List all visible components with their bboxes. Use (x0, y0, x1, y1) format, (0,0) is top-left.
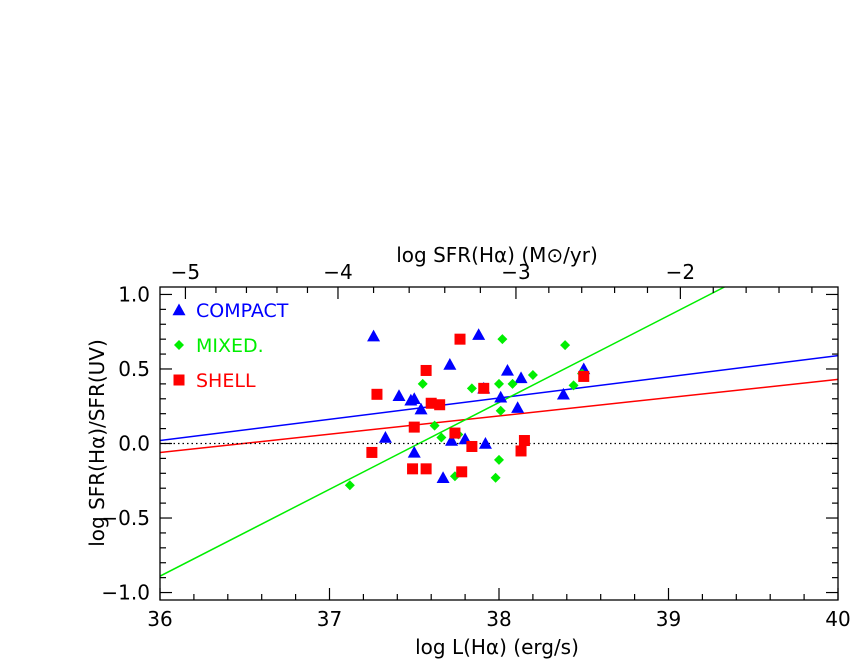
data-point-shell (371, 388, 383, 400)
y-tick-label: 0.5 (118, 357, 150, 381)
data-point-shell (515, 445, 527, 457)
data-point-mixed (490, 472, 501, 483)
fit-lines (160, 287, 838, 577)
data-point-shell (466, 440, 478, 452)
legend-marker-shell (173, 374, 185, 386)
x-tick-label: 36 (147, 607, 172, 631)
data-point-mixed (507, 378, 518, 389)
data-point-compact (556, 387, 570, 400)
data-point-shell (518, 435, 530, 447)
legend-label-mixed: MIXED. (196, 335, 264, 357)
data-point-mixed (494, 454, 504, 465)
data-point-compact (511, 401, 525, 413)
data-point-mixed (466, 383, 477, 394)
legend-marker-compact (172, 303, 186, 316)
y-tick-label: 0.0 (118, 432, 150, 456)
data-point-shell (449, 427, 461, 439)
data-point-compact (367, 329, 381, 342)
data-point-mixed (417, 378, 428, 389)
legend-label-compact: COMPACT (196, 300, 289, 322)
data-point-mixed (344, 480, 355, 491)
fit-line-shell (160, 378, 838, 454)
x-tick-label: 39 (656, 607, 681, 631)
x-tick-label: 37 (317, 607, 342, 631)
data-markers (344, 328, 591, 491)
data-point-shell (434, 399, 446, 411)
data-point-compact (494, 390, 508, 403)
data-point-shell (420, 463, 432, 475)
data-point-shell (420, 364, 432, 376)
top-tick-label: −4 (323, 260, 352, 284)
y-tick-label: −0.5 (101, 506, 150, 530)
data-point-mixed (568, 380, 579, 391)
y-tick-label: 1.0 (118, 282, 150, 306)
data-point-shell (578, 370, 590, 382)
x-axis-title: log L(Hα) (erg/s) (415, 635, 579, 659)
y-axis-title: log SFR(Hα)/SFR(UV) (85, 339, 109, 547)
data-point-shell (408, 421, 420, 433)
data-point-compact (472, 328, 486, 340)
top-tick-label: −3 (501, 260, 530, 284)
data-point-mixed (495, 405, 506, 416)
data-point-mixed (436, 432, 447, 443)
data-point-compact (392, 389, 406, 402)
data-point-compact (500, 363, 514, 376)
legend: COMPACT MIXED. SHELL (172, 300, 289, 392)
data-point-compact (443, 358, 457, 370)
data-point-shell (366, 446, 378, 458)
legend-label-shell: SHELL (196, 370, 256, 392)
top-tick-label: −2 (666, 260, 695, 284)
data-point-compact (445, 434, 459, 446)
data-point-compact (514, 371, 528, 384)
x-tick-label: 40 (825, 607, 850, 631)
data-point-mixed (494, 378, 504, 389)
data-point-shell (407, 463, 419, 475)
x-tick-label: 38 (486, 607, 511, 631)
data-point-compact (407, 392, 421, 404)
data-point-mixed (429, 420, 440, 431)
data-point-shell (454, 333, 466, 345)
data-point-compact (414, 402, 428, 415)
data-point-mixed (527, 369, 538, 380)
axis-ticks: 36 37 38 39 40 −1.0 −0.5 0.0 0.5 1.0 −5 −4 −3 −2 (101, 260, 850, 631)
data-point-compact (407, 445, 421, 458)
top-tick-label: −5 (171, 260, 200, 284)
legend-marker-mixed (174, 340, 184, 350)
data-point-mixed (497, 334, 508, 345)
data-point-mixed (560, 340, 571, 351)
y-tick-label: −1.0 (101, 581, 150, 605)
data-point-shell (456, 466, 468, 478)
top-axis-title: log SFR(Hα) (M⊙/yr) (396, 243, 598, 267)
data-point-compact (378, 431, 392, 443)
data-point-shell (425, 397, 437, 409)
data-point-compact (436, 471, 450, 483)
data-point-compact (478, 437, 492, 449)
fit-line-mixed (160, 287, 725, 577)
data-point-shell (478, 382, 490, 394)
